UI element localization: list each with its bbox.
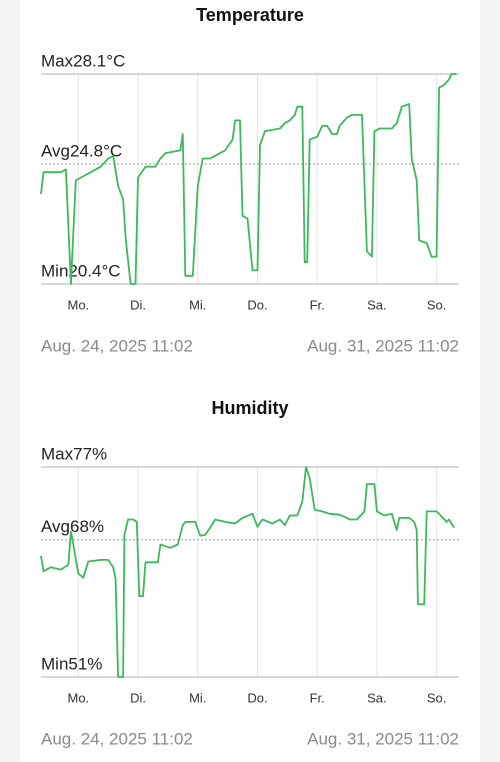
end-date: Aug. 31, 2025 11:02 bbox=[307, 336, 459, 355]
x-tick-label: So. bbox=[427, 690, 447, 705]
x-tick-label: Fr. bbox=[310, 690, 325, 705]
card bbox=[20, 0, 480, 762]
x-tick-label: Mi. bbox=[189, 690, 206, 705]
data-line bbox=[40, 73, 457, 285]
reference-label: Min20.4°C bbox=[41, 261, 121, 280]
reference-label: Avg68% bbox=[41, 517, 104, 536]
reference-label: Avg24.8°C bbox=[41, 141, 122, 160]
chart-title: Temperature bbox=[196, 5, 304, 25]
x-tick-label: Mo. bbox=[67, 690, 89, 705]
x-tick-label: Di. bbox=[130, 297, 146, 312]
x-tick-label: Sa. bbox=[367, 297, 387, 312]
x-tick-label: Do. bbox=[247, 297, 267, 312]
x-tick-label: Sa. bbox=[367, 690, 387, 705]
x-tick-label: Mo. bbox=[67, 297, 89, 312]
end-date: Aug. 31, 2025 11:02 bbox=[307, 729, 459, 748]
x-tick-label: Mi. bbox=[189, 297, 206, 312]
chart-title: Humidity bbox=[211, 398, 288, 418]
start-date: Aug. 24, 2025 11:02 bbox=[41, 729, 193, 748]
x-tick-label: So. bbox=[427, 297, 447, 312]
x-tick-label: Di. bbox=[130, 690, 146, 705]
reference-label: Min51% bbox=[41, 654, 102, 673]
data-line bbox=[40, 466, 455, 678]
reference-label: Max77% bbox=[41, 444, 107, 463]
x-tick-label: Fr. bbox=[310, 297, 325, 312]
x-tick-label: Do. bbox=[247, 690, 267, 705]
reference-label: Max28.1°C bbox=[41, 51, 125, 70]
start-date: Aug. 24, 2025 11:02 bbox=[41, 336, 193, 355]
